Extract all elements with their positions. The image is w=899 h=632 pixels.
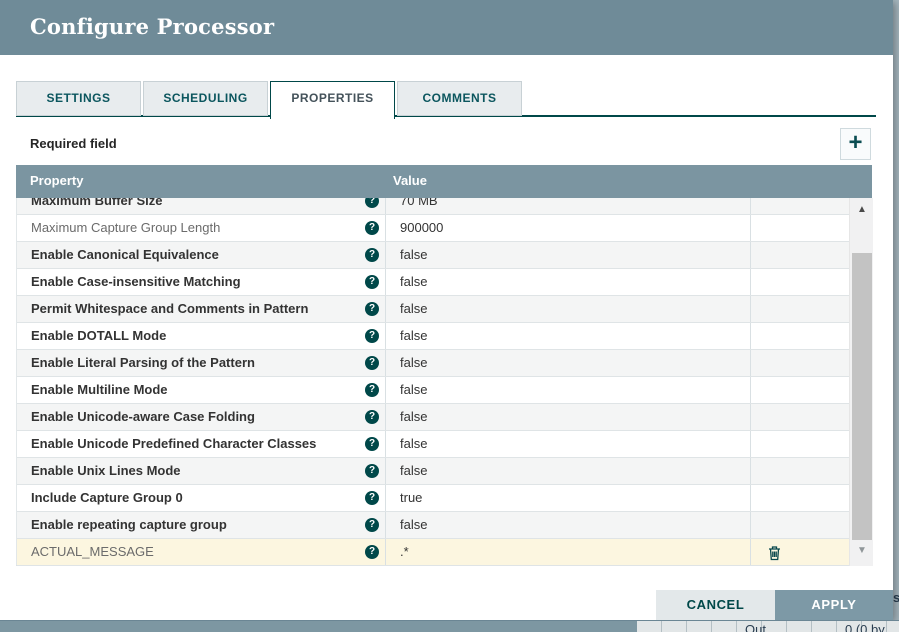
help-icon[interactable]: ? [365,464,379,478]
property-value[interactable]: false [386,350,751,376]
help-icon[interactable]: ? [365,275,379,289]
help-icon[interactable]: ? [365,356,379,370]
property-name: Permit Whitespace and Comments in Patter… [31,301,308,316]
dialog-header: Configure Processor [0,0,893,55]
property-name: Enable DOTALL Mode [31,328,166,343]
help-icon[interactable]: ? [365,221,379,235]
table-row: Enable DOTALL Mode ? false [17,323,849,350]
dialog-title: Configure Processor [30,14,274,39]
table-row: Maximum Buffer Size ? 70 MB [17,198,849,215]
tab-scheduling[interactable]: SCHEDULING [143,81,268,116]
help-icon[interactable]: ? [365,518,379,532]
property-value[interactable]: false [386,269,751,295]
property-value[interactable]: 900000 [386,215,751,241]
property-name: ACTUAL_MESSAGE [31,544,154,559]
table-row: Enable Unicode-aware Case Folding ? fals… [17,404,849,431]
help-icon[interactable]: ? [365,437,379,451]
table-row: Enable repeating capture group ? false [17,512,849,539]
property-value[interactable]: false [386,512,751,538]
properties-table-viewport: Maximum Buffer Size ? 70 MB Maximum Capt… [17,198,849,566]
properties-table-header: Property Value [16,165,872,198]
property-name: Enable Multiline Mode [31,382,168,397]
help-icon[interactable]: ? [365,410,379,424]
property-name: Maximum Buffer Size [31,198,162,208]
plus-icon: + [841,129,870,159]
table-row: Enable Unicode Predefined Character Clas… [17,431,849,458]
help-icon[interactable]: ? [365,491,379,505]
property-name: Enable Literal Parsing of the Pattern [31,355,255,370]
help-icon[interactable]: ? [365,302,379,316]
help-icon[interactable]: ? [365,545,379,559]
property-value[interactable]: false [386,377,751,403]
property-value[interactable]: 70 MB [386,198,751,214]
cancel-button[interactable]: CANCEL [656,590,775,620]
property-name: Enable Unicode-aware Case Folding [31,409,255,424]
help-icon[interactable]: ? [365,198,379,208]
required-field-label: Required field [30,136,117,151]
background-out-value: 0 (0 by [845,622,885,632]
property-value[interactable]: false [386,296,751,322]
scrollbar-up-arrow-icon[interactable]: ▲ [850,202,874,218]
property-name: Enable Unicode Predefined Character Clas… [31,436,316,451]
help-icon[interactable]: ? [365,329,379,343]
properties-table-body: Maximum Buffer Size ? 70 MB Maximum Capt… [17,198,849,566]
table-row: Enable Canonical Equivalence ? false [17,242,849,269]
table-row: Enable Literal Parsing of the Pattern ? … [17,350,849,377]
property-value[interactable]: false [386,458,751,484]
help-icon[interactable]: ? [365,383,379,397]
add-property-button[interactable]: + [840,128,871,160]
trash-icon [767,545,782,561]
property-value[interactable]: false [386,323,751,349]
background-clipped-text: s [893,590,899,605]
tab-comments[interactable]: COMMENTS [397,81,522,116]
screen: s Out 0 (0 by Configure Processor SETTIN… [0,0,899,632]
property-name: Enable repeating capture group [31,517,227,532]
property-name: Include Capture Group 0 [31,490,183,505]
property-column-header: Property [30,173,83,188]
value-column-header: Value [393,173,427,188]
table-row: Include Capture Group 0 ? true [17,485,849,512]
property-value[interactable]: .* [386,539,751,565]
configure-processor-dialog: Configure Processor SETTINGS SCHEDULING … [0,0,893,620]
help-icon[interactable]: ? [365,248,379,262]
property-value[interactable]: true [386,485,751,511]
table-row: Maximum Capture Group Length ? 900000 [17,215,849,242]
tab-properties[interactable]: PROPERTIES [270,81,395,119]
background-out-label: Out [745,622,766,632]
properties-table: Maximum Buffer Size ? 70 MB Maximum Capt… [16,198,872,566]
table-row: Permit Whitespace and Comments in Patter… [17,296,849,323]
property-name: Enable Unix Lines Mode [31,463,181,478]
canvas-background-bottom: Out 0 (0 by [0,620,899,632]
property-name: Enable Canonical Equivalence [31,247,219,262]
scrollbar-thumb[interactable] [852,253,872,540]
property-value[interactable]: false [386,404,751,430]
property-name: Maximum Capture Group Length [31,220,220,235]
background-stats-row: Out 0 (0 by [637,621,899,632]
table-row: ACTUAL_MESSAGE ? .* [17,539,849,566]
table-row: Enable Unix Lines Mode ? false [17,458,849,485]
table-row: Enable Case-insensitive Matching ? false [17,269,849,296]
property-name: Enable Case-insensitive Matching [31,274,241,289]
property-value[interactable]: false [386,431,751,457]
tab-settings[interactable]: SETTINGS [16,81,141,116]
canvas-background-right: s [893,0,899,632]
table-row: Enable Multiline Mode ? false [17,377,849,404]
apply-button[interactable]: APPLY [775,590,893,620]
scrollbar-down-arrow-icon[interactable]: ▼ [850,543,874,559]
property-value[interactable]: false [386,242,751,268]
delete-property-button[interactable] [767,545,782,561]
table-scrollbar[interactable]: ▲ ▼ [849,198,873,566]
